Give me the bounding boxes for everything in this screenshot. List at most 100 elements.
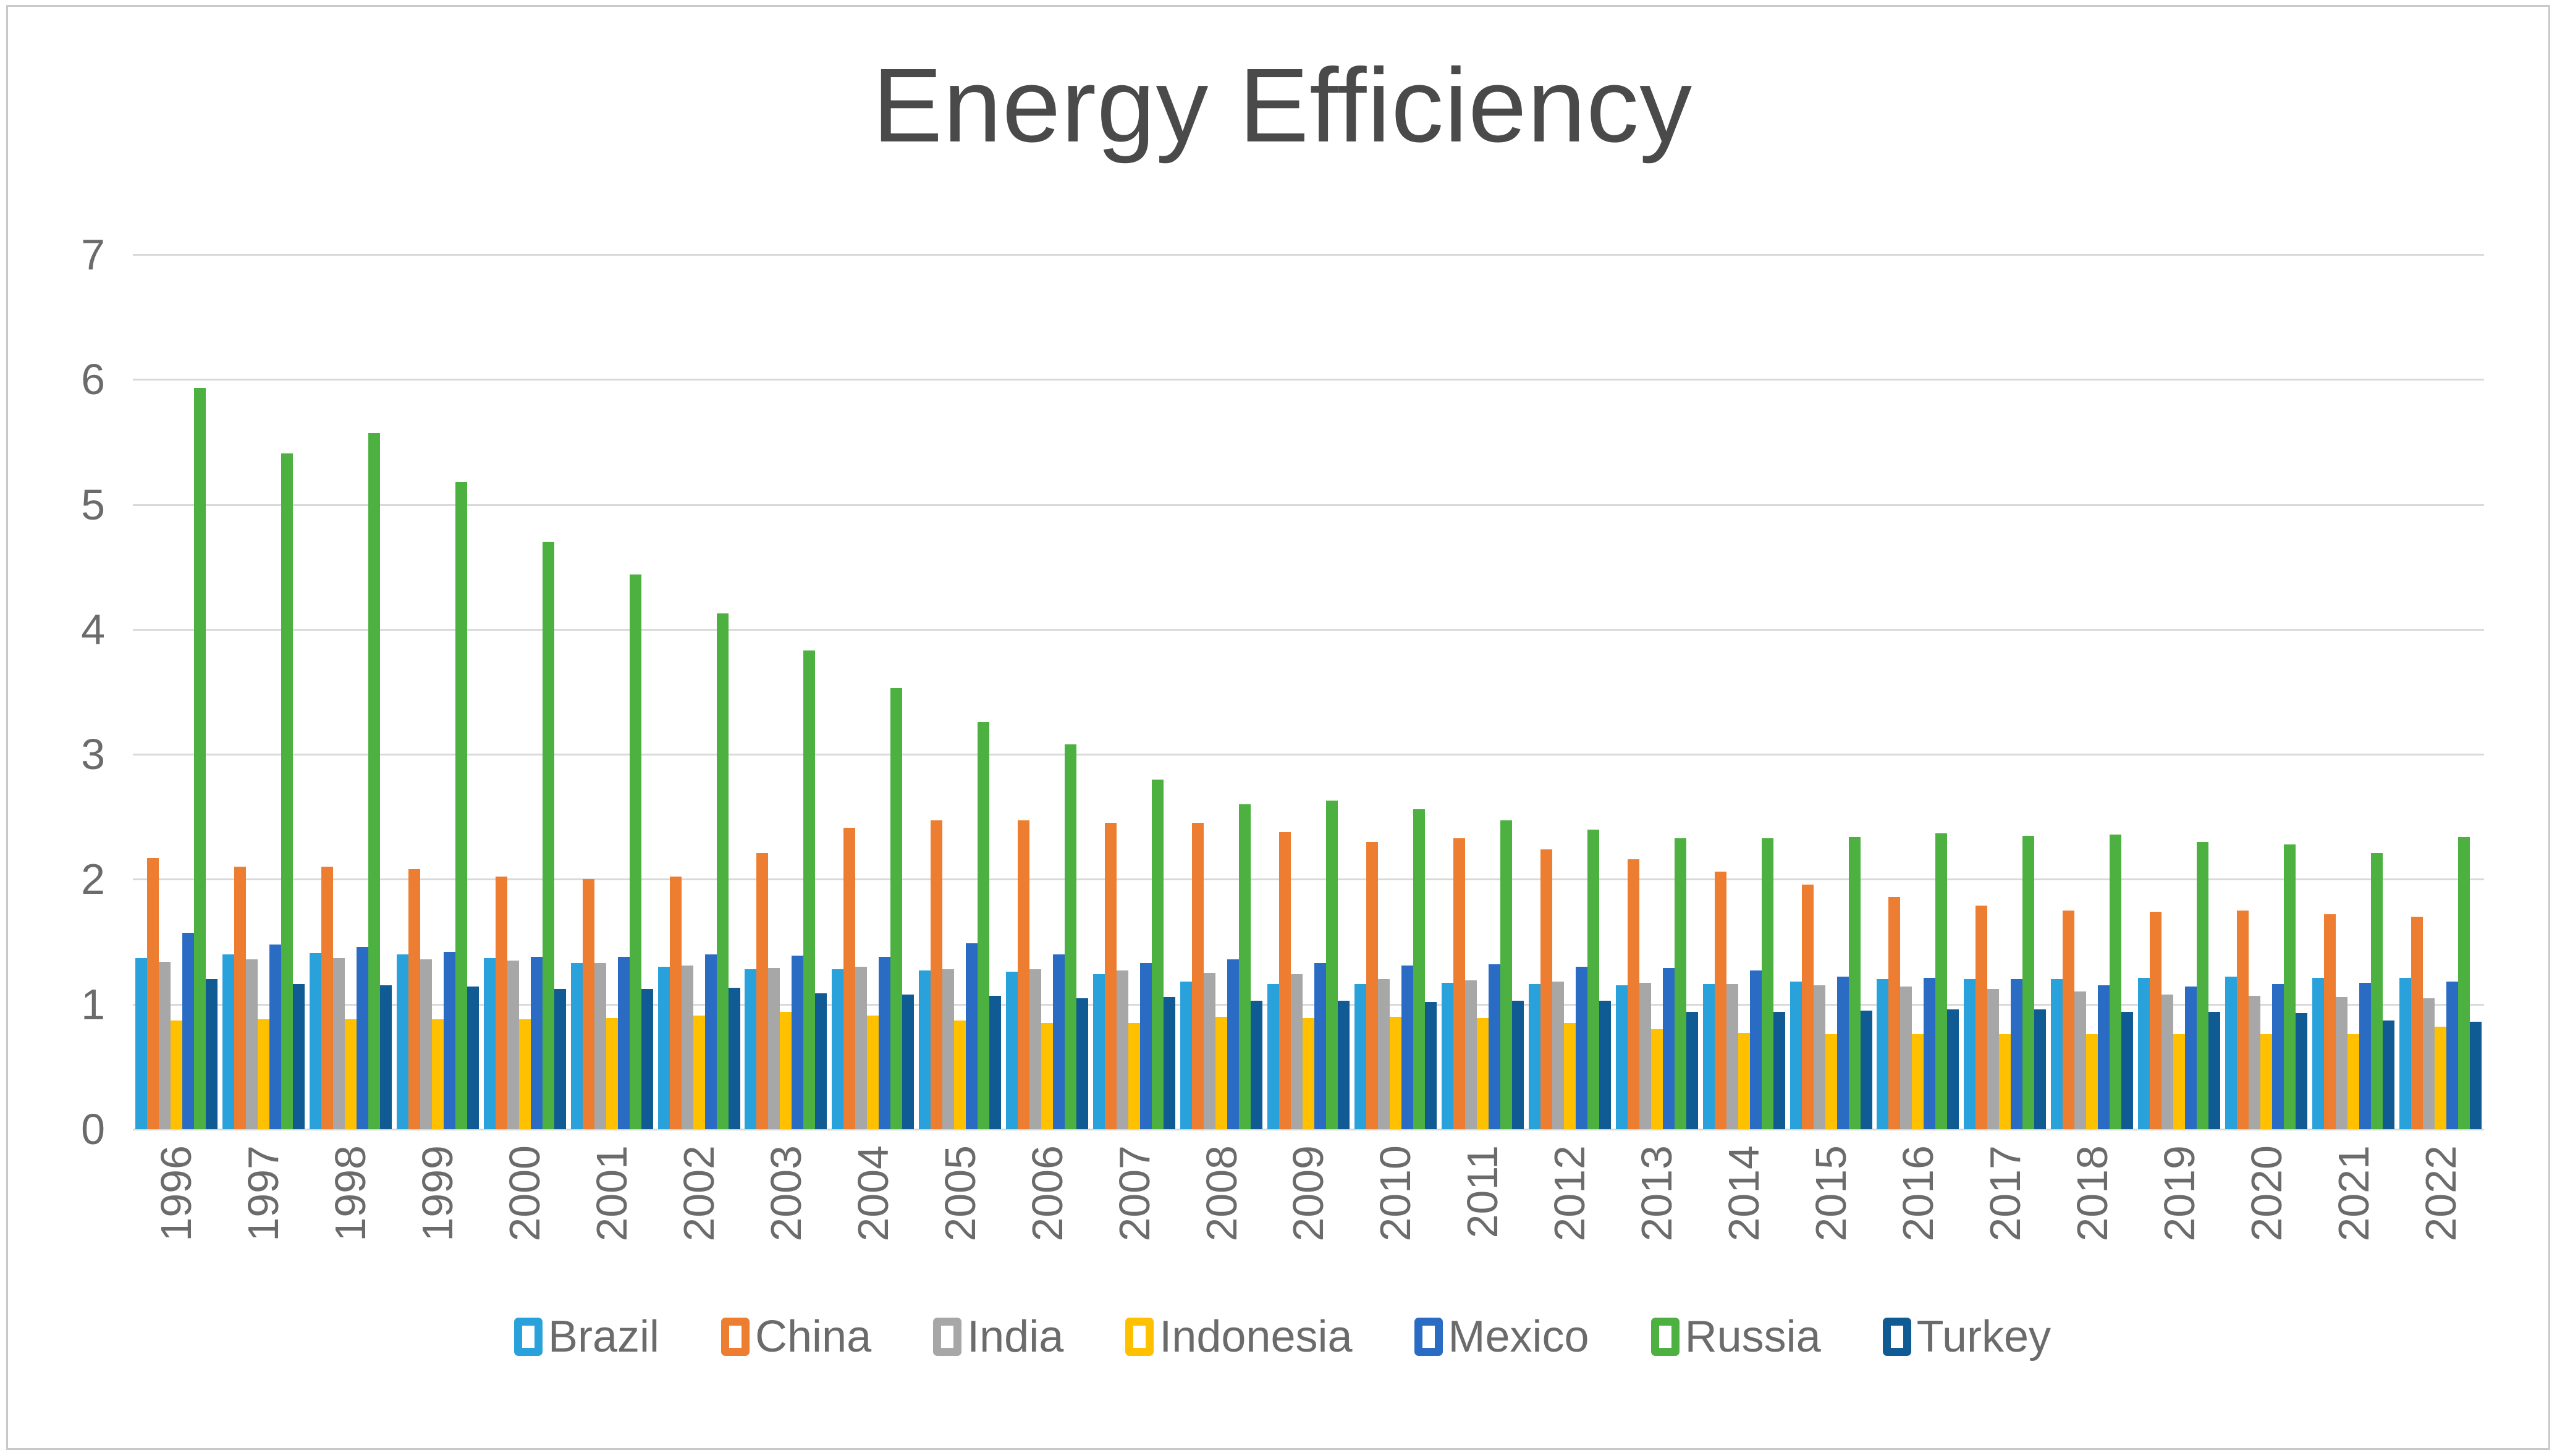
bar-russia-2021 xyxy=(2371,852,2383,1129)
bar-russia-2018 xyxy=(2110,834,2122,1129)
x-axis-label-box-2014: 2014 xyxy=(1701,1145,1788,1306)
gridline-y-2 xyxy=(133,878,2484,881)
bar-russia-2014 xyxy=(1761,838,1773,1129)
x-axis-tick-label-2002: 2002 xyxy=(675,1145,723,1242)
legend-label-brazil: Brazil xyxy=(547,1312,659,1361)
bar-indonesia-1997 xyxy=(257,1019,269,1129)
x-axis-tick-label-2020: 2020 xyxy=(2242,1145,2291,1242)
bar-china-2011 xyxy=(1453,838,1465,1129)
bar-brazil-2021 xyxy=(2312,978,2325,1129)
legend-label-russia: Russia xyxy=(1684,1312,1821,1361)
bar-china-2014 xyxy=(1714,872,1726,1129)
legend-marker-indonesia-icon xyxy=(1125,1318,1154,1356)
bar-russia-2016 xyxy=(1935,833,1948,1129)
x-axis-tick-label-1996: 1996 xyxy=(152,1145,201,1242)
bar-china-1996 xyxy=(146,858,159,1129)
x-axis-tick-label-1997: 1997 xyxy=(239,1145,288,1242)
bar-brazil-1998 xyxy=(309,953,321,1129)
bar-china-2006 xyxy=(1018,820,1030,1129)
bar-china-2021 xyxy=(2324,914,2336,1129)
bar-indonesia-2015 xyxy=(1825,1034,1837,1129)
bar-mexico-2007 xyxy=(1140,962,1152,1129)
bar-turkey-2021 xyxy=(2383,1020,2395,1129)
x-axis-tick-label-2005: 2005 xyxy=(936,1145,984,1242)
legend: Brazil China India Indonesia Mexico Russia Tur… xyxy=(0,1315,2565,1359)
bar-mexico-2001 xyxy=(617,956,630,1129)
bar-russia-2008 xyxy=(1239,804,1251,1129)
bar-china-2020 xyxy=(2237,911,2249,1129)
bar-russia-2019 xyxy=(2197,841,2209,1129)
bar-russia-2004 xyxy=(890,688,903,1129)
bar-india-1999 xyxy=(420,959,432,1129)
legend-label-turkey: Turkey xyxy=(1916,1312,2052,1361)
legend-marker-india-icon xyxy=(933,1318,962,1356)
y-axis-tick-label-1: 1 xyxy=(81,980,105,1029)
x-axis-label-box-2021: 2021 xyxy=(2310,1145,2397,1306)
bar-turkey-2014 xyxy=(1773,1011,1785,1129)
bar-russia-2006 xyxy=(1065,744,1077,1129)
x-axis-tick-label-2010: 2010 xyxy=(1371,1145,1420,1242)
bar-india-2003 xyxy=(768,968,780,1129)
x-axis-label-box-2018: 2018 xyxy=(2048,1145,2136,1306)
legend-item-indonesia: Indonesia xyxy=(1125,1312,1353,1361)
bar-india-2004 xyxy=(855,967,868,1129)
legend-marker-russia-icon xyxy=(1650,1318,1680,1356)
bar-mexico-2004 xyxy=(879,956,891,1129)
bar-brazil-2011 xyxy=(1441,983,1453,1129)
bar-mexico-2019 xyxy=(2185,987,2197,1129)
bar-china-2008 xyxy=(1192,823,1204,1129)
bar-turkey-2005 xyxy=(989,995,1002,1129)
x-axis-tick-label-2019: 2019 xyxy=(2155,1145,2204,1242)
legend-label-china: China xyxy=(755,1312,872,1361)
bar-mexico-1997 xyxy=(269,944,281,1129)
bar-indonesia-2009 xyxy=(1303,1017,1314,1129)
legend-label-indonesia: Indonesia xyxy=(1159,1312,1353,1361)
bar-turkey-2016 xyxy=(1947,1009,1959,1129)
bar-india-2017 xyxy=(1987,989,2000,1129)
bar-india-2019 xyxy=(2161,994,2174,1129)
bar-brazil-2009 xyxy=(1267,984,1279,1129)
gridline-y-4 xyxy=(133,628,2484,631)
bar-brazil-2006 xyxy=(1006,972,1018,1129)
bar-turkey-1998 xyxy=(379,985,392,1129)
bar-russia-2009 xyxy=(1326,800,1338,1129)
bar-india-2000 xyxy=(507,960,519,1129)
x-axis-label-box-2005: 2005 xyxy=(916,1145,1004,1306)
bar-india-2011 xyxy=(1464,980,1477,1129)
x-axis-tick-label-1998: 1998 xyxy=(326,1145,375,1242)
x-axis-tick-label-2013: 2013 xyxy=(1633,1145,1681,1242)
bar-turkey-2010 xyxy=(1424,1001,1437,1129)
x-axis-tick-label-2017: 2017 xyxy=(1980,1145,2029,1242)
x-axis-tick-label-2006: 2006 xyxy=(1023,1145,1071,1242)
legend-item-mexico: Mexico xyxy=(1414,1315,1589,1359)
x-axis-tick-label-2004: 2004 xyxy=(848,1145,897,1242)
bar-china-2019 xyxy=(2150,912,2162,1129)
bar-russia-2010 xyxy=(1413,809,1425,1129)
y-axis-tick-label-0: 0 xyxy=(81,1105,105,1153)
bar-mexico-2006 xyxy=(1053,954,1065,1129)
bar-india-2010 xyxy=(1377,979,1390,1129)
bar-indonesia-2011 xyxy=(1476,1017,1489,1129)
y-axis-tick-label-7: 7 xyxy=(81,230,105,279)
bar-mexico-2012 xyxy=(1575,967,1587,1129)
bar-russia-2015 xyxy=(1848,836,1861,1129)
bar-russia-2002 xyxy=(716,613,729,1129)
bar-china-2022 xyxy=(2411,917,2423,1129)
bar-turkey-2012 xyxy=(1599,1000,1611,1129)
bar-india-2013 xyxy=(1639,983,1651,1129)
bar-turkey-2009 xyxy=(1338,1000,1350,1129)
y-axis-tick-label-4: 4 xyxy=(81,605,105,654)
bar-mexico-2017 xyxy=(2011,979,2023,1129)
bar-indonesia-2019 xyxy=(2173,1034,2186,1129)
bar-mexico-2014 xyxy=(1749,970,1762,1129)
legend-item-china: China xyxy=(721,1315,871,1359)
x-axis-tick-label-2012: 2012 xyxy=(1545,1145,1594,1242)
bar-turkey-2015 xyxy=(1860,1010,1872,1129)
bar-indonesia-2004 xyxy=(867,1015,879,1129)
bar-mexico-2018 xyxy=(2098,985,2110,1129)
bar-india-2006 xyxy=(1029,969,1042,1129)
x-axis-label-box-2016: 2016 xyxy=(1875,1145,1962,1306)
x-axis-tick-label-2016: 2016 xyxy=(1893,1145,1942,1242)
bar-brazil-2005 xyxy=(919,970,931,1129)
